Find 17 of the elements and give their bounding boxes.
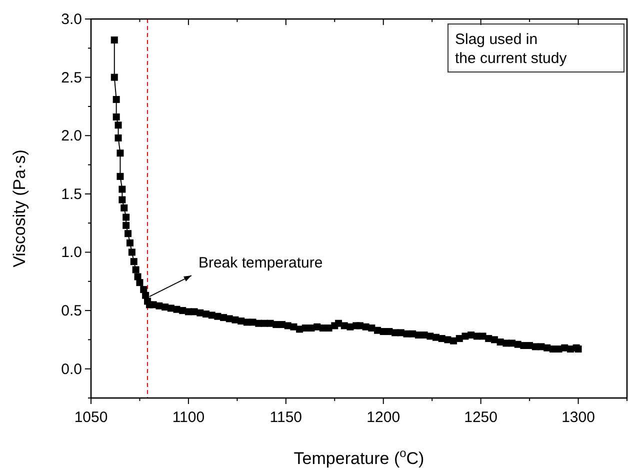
x-tick-label: 1300 bbox=[562, 409, 595, 426]
y-tick-label: 2.5 bbox=[61, 69, 82, 86]
y-tick-label: 2.0 bbox=[61, 128, 82, 145]
y-tick-label: 1.0 bbox=[61, 244, 82, 262]
x-axis-title: Temperature ($^{o}$C) bbox=[294, 446, 424, 468]
y-tick-label: 0.0 bbox=[61, 360, 82, 378]
annotation: Slag used in the current study bbox=[455, 31, 568, 67]
x-tick-label: 1150 bbox=[270, 409, 302, 426]
x-tick-label: 1050 bbox=[74, 409, 108, 426]
annotation: Break temperature bbox=[198, 254, 323, 272]
y-tick-label: 0.5 bbox=[61, 302, 82, 320]
x-tick-label: 1100 bbox=[172, 409, 205, 426]
y-tick-label: 1.5 bbox=[61, 186, 82, 203]
x-tick-label: 1250 bbox=[464, 409, 498, 426]
x-tick-label: 1200 bbox=[366, 409, 400, 426]
y-axis-title: Viscosity (Pa·s) bbox=[10, 150, 29, 268]
y-tick-label: 3.0 bbox=[61, 11, 82, 28]
